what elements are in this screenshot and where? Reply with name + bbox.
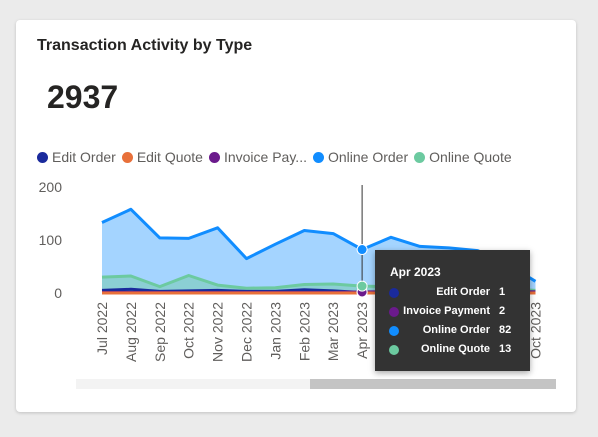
y-tick-label: 0 xyxy=(54,285,62,301)
tooltip-marker-icon xyxy=(389,288,399,298)
legend-marker-icon xyxy=(312,151,324,163)
tooltip-series-name: Invoice Payment xyxy=(403,305,490,317)
legend-item[interactable]: Invoice Pay... xyxy=(208,149,307,165)
x-tick-label: Aug 2022 xyxy=(123,302,139,362)
tooltip-series-value: 1 xyxy=(499,286,506,298)
chart-scrollbar[interactable] xyxy=(76,379,556,389)
legend-label: Online Quote xyxy=(429,149,512,165)
tooltip-series-value: 2 xyxy=(499,305,506,317)
legend-marker-icon xyxy=(208,151,220,163)
tooltip-marker-icon xyxy=(389,345,399,355)
kpi-value: 2937 xyxy=(47,79,119,115)
x-tick-label: Apr 2023 xyxy=(354,302,370,359)
tooltip-row: Online Quote 13 xyxy=(375,343,530,357)
x-tick-label: Feb 2023 xyxy=(296,302,312,361)
x-tick-label: Jan 2023 xyxy=(267,302,283,360)
x-tick-label: Oct 2022 xyxy=(181,302,197,359)
x-tick-label: Dec 2022 xyxy=(239,302,255,362)
legend-item[interactable]: Edit Quote xyxy=(121,149,203,165)
tooltip-row: Online Order 82 xyxy=(375,324,530,338)
tooltip-marker-icon xyxy=(389,326,399,336)
tooltip-series-name: Online Order xyxy=(422,324,490,336)
tooltip-series-name: Edit Order xyxy=(436,286,490,298)
legend-label: Online Order xyxy=(327,149,409,165)
legend-item[interactable]: Online Order xyxy=(312,149,409,165)
tooltip-title: Apr 2023 xyxy=(390,265,441,279)
tooltip-marker-icon xyxy=(389,307,399,317)
chart-legend: Edit Order Edit Quote Invoice Pay... Online… xyxy=(37,148,518,166)
tooltip-series-value: 13 xyxy=(499,343,512,355)
y-tick-label: 100 xyxy=(39,232,63,248)
legend-item[interactable]: Online Quote xyxy=(414,149,512,165)
legend-marker-icon xyxy=(121,151,133,163)
x-tick-label: Nov 2022 xyxy=(210,302,226,362)
x-tick-label: Oct 2023 xyxy=(528,302,544,359)
x-tick-label: Mar 2023 xyxy=(325,302,341,361)
tooltip-series-name: Online Quote xyxy=(420,343,490,355)
scrollbar-thumb[interactable] xyxy=(310,379,556,389)
tooltip-row: Edit Order 1 xyxy=(375,286,530,300)
chart-card: Transaction Activity by Type 2937 Edit O… xyxy=(16,20,576,412)
hover-marker xyxy=(356,280,368,292)
tooltip-row: Invoice Payment 2 xyxy=(375,305,530,319)
x-tick-label: Sep 2022 xyxy=(152,302,168,362)
hover-marker xyxy=(356,244,368,256)
legend-label: Edit Quote xyxy=(136,149,203,165)
legend-marker-icon xyxy=(414,151,426,163)
legend-label: Edit Order xyxy=(52,149,116,165)
x-tick-label: Jul 2022 xyxy=(94,302,110,355)
legend-item[interactable]: Edit Order xyxy=(37,149,116,165)
tooltip-series-value: 82 xyxy=(499,324,512,336)
y-tick-label: 200 xyxy=(39,179,63,195)
line-online-order xyxy=(101,207,537,283)
legend-label: Invoice Pay... xyxy=(223,149,307,165)
chart-tooltip: Apr 2023 Edit Order 1 Invoice Payment 2 Onli… xyxy=(375,250,530,371)
legend-marker-icon xyxy=(37,151,48,163)
chart-title: Transaction Activity by Type xyxy=(37,37,253,54)
